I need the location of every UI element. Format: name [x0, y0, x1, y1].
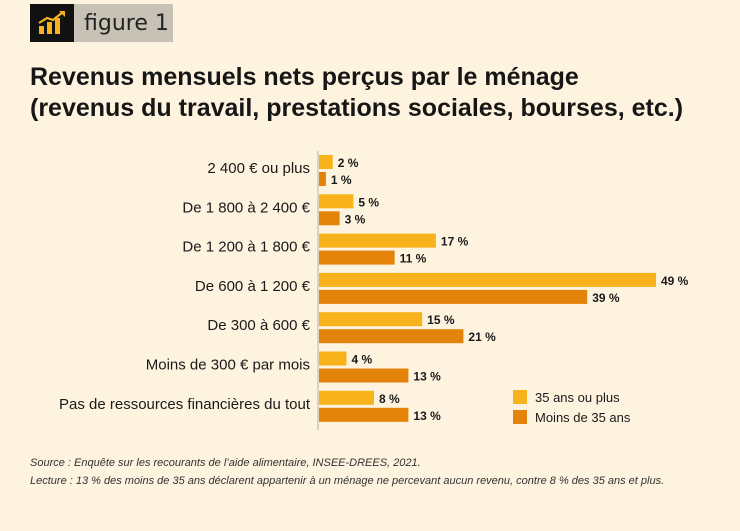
category-label: 2 400 € ou plus: [207, 160, 310, 177]
chart-title-line-2: (revenus du travail, prestations sociale…: [30, 94, 684, 122]
bar: [319, 155, 333, 169]
bar: [319, 272, 656, 287]
data-label: 3 %: [345, 212, 366, 226]
figure-label: figure 1: [84, 10, 169, 36]
category-label: Pas de ressources financières du tout: [59, 396, 311, 413]
bar: [319, 289, 588, 304]
category-label: Moins de 300 € par mois: [146, 357, 310, 374]
bar: [319, 329, 464, 344]
legend-swatch: [513, 390, 527, 404]
bar: [319, 233, 436, 248]
bar: [319, 211, 340, 226]
source-note: Source : Enquête sur les recourants de l…: [30, 457, 421, 469]
figure-tag: figure 1: [30, 4, 173, 42]
bar: [319, 390, 375, 405]
data-label: 13 %: [413, 409, 441, 423]
data-label: 21 %: [468, 330, 496, 344]
chart-notes: Source : Enquête sur les recourants de l…: [30, 456, 670, 492]
bar-chart-trend-icon: [30, 4, 74, 42]
bar: [319, 368, 409, 383]
data-label: 8 %: [379, 392, 400, 406]
bar: [319, 407, 409, 422]
data-label: 15 %: [427, 313, 455, 327]
category-label: De 600 à 1 200 €: [195, 278, 311, 295]
bar: [319, 194, 354, 209]
category-label: De 1 200 à 1 800 €: [182, 239, 310, 256]
lecture-note: Lecture : 13 % des moins de 35 ans décla…: [30, 475, 665, 487]
data-label: 1 %: [331, 173, 352, 187]
chart-title: Revenus mensuels nets perçus par le ména…: [30, 62, 730, 124]
bar: [319, 312, 423, 327]
data-label: 4 %: [352, 353, 373, 367]
bar: [319, 351, 347, 366]
data-label: 11 %: [400, 252, 427, 266]
bar: [319, 172, 326, 186]
data-label: 5 %: [358, 195, 379, 209]
data-label: 13 %: [413, 370, 441, 384]
category-label: De 300 à 600 €: [207, 317, 310, 334]
legend-label: Moins de 35 ans: [535, 410, 631, 425]
chart-title-line-1: Revenus mensuels nets perçus par le ména…: [30, 63, 579, 91]
data-label: 49 %: [661, 274, 689, 288]
category-label: De 1 800 à 2 400 €: [182, 199, 310, 216]
legend-label: 35 ans ou plus: [535, 390, 620, 405]
bar: [319, 250, 395, 265]
data-label: 2 %: [338, 156, 359, 170]
data-label: 17 %: [441, 235, 469, 249]
data-label: 39 %: [592, 291, 620, 305]
legend-swatch: [513, 410, 527, 424]
